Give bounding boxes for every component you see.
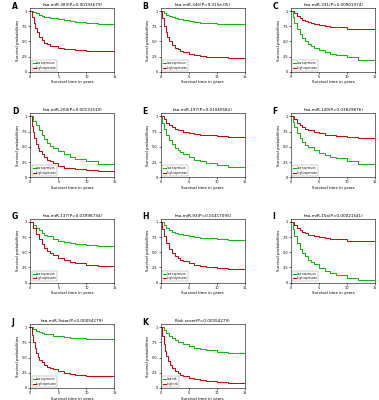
X-axis label: Survival time in years: Survival time in years (312, 80, 354, 84)
Y-axis label: Survival probabilities: Survival probabilities (16, 125, 20, 166)
Text: D: D (12, 107, 18, 116)
Legend: low risk, high risk: low risk, high risk (162, 376, 179, 387)
Text: G: G (12, 212, 18, 221)
X-axis label: Survival time in years: Survival time in years (312, 291, 354, 295)
Text: K: K (142, 318, 148, 327)
Legend: low expression, high expression: low expression, high expression (31, 376, 57, 387)
Legend: low expression, high expression: low expression, high expression (292, 165, 318, 176)
Title: hsa-miR-346(P=9.315e-05): hsa-miR-346(P=9.315e-05) (175, 3, 231, 7)
Title: hsa-miR-204(P=0.00131519): hsa-miR-204(P=0.00131519) (42, 108, 102, 112)
X-axis label: Survival time in years: Survival time in years (182, 186, 224, 190)
Title: hsa-miR-93(P=0.01417095): hsa-miR-93(P=0.01417095) (174, 214, 232, 218)
X-axis label: Survival time in years: Survival time in years (51, 291, 94, 295)
Y-axis label: Survival probabilities: Survival probabilities (16, 230, 20, 271)
Legend: low expression, high expression: low expression, high expression (292, 271, 318, 281)
Y-axis label: Survival probabilities: Survival probabilities (147, 230, 150, 271)
Text: A: A (12, 2, 18, 11)
Text: H: H (142, 212, 149, 221)
Legend: low expression, high expression: low expression, high expression (31, 60, 57, 71)
Text: C: C (273, 2, 278, 11)
Legend: low expression, high expression: low expression, high expression (162, 271, 188, 281)
X-axis label: Survival time in years: Survival time in years (51, 396, 94, 400)
Y-axis label: Survival probabilities: Survival probabilities (277, 125, 281, 166)
Y-axis label: Survival probabilities: Survival probabilities (147, 19, 150, 60)
Title: hsa-miR-137(P=0.03998734): hsa-miR-137(P=0.03998734) (42, 214, 102, 218)
Legend: low expression, high expression: low expression, high expression (31, 271, 57, 281)
Title: hsa-miR-15a(P=0.00021541): hsa-miR-15a(P=0.00021541) (303, 214, 363, 218)
Text: J: J (12, 318, 15, 327)
Title: hsa-miR-149(P=0.03829876): hsa-miR-149(P=0.03829876) (303, 108, 363, 112)
X-axis label: Survival time in years: Survival time in years (51, 80, 94, 84)
Title: hsa-miR-383(P=0.00193679): hsa-miR-383(P=0.00193679) (42, 3, 102, 7)
Y-axis label: Survival probabilities: Survival probabilities (16, 336, 20, 377)
Y-axis label: Survival probabilities: Survival probabilities (147, 336, 150, 377)
X-axis label: Survival time in years: Survival time in years (182, 80, 224, 84)
X-axis label: Survival time in years: Survival time in years (182, 291, 224, 295)
Y-axis label: Survival probabilities: Survival probabilities (147, 125, 150, 166)
Y-axis label: Survival probabilities: Survival probabilities (16, 19, 20, 60)
Legend: low expression, high expression: low expression, high expression (31, 165, 57, 176)
X-axis label: Survival time in years: Survival time in years (312, 186, 354, 190)
Legend: low expression, high expression: low expression, high expression (292, 60, 318, 71)
Y-axis label: Survival probabilities: Survival probabilities (277, 230, 281, 271)
Title: hsa-miR-9star(P=0.00054279): hsa-miR-9star(P=0.00054279) (41, 319, 104, 323)
X-axis label: Survival time in years: Survival time in years (51, 186, 94, 190)
Title: hsa-miR-331(P=0.00901974): hsa-miR-331(P=0.00901974) (303, 3, 363, 7)
Y-axis label: Survival probabilities: Survival probabilities (277, 19, 281, 60)
Text: I: I (273, 212, 276, 221)
Legend: low expression, high expression: low expression, high expression (162, 165, 188, 176)
Text: E: E (142, 107, 147, 116)
Text: F: F (273, 107, 278, 116)
Title: hsa-miR-197(P=0.01040582): hsa-miR-197(P=0.01040582) (173, 108, 233, 112)
Legend: low expression, high expression: low expression, high expression (162, 60, 188, 71)
Text: B: B (142, 2, 148, 11)
Title: Risk score(P=0.00054279): Risk score(P=0.00054279) (175, 319, 230, 323)
X-axis label: Survival time in years: Survival time in years (182, 396, 224, 400)
